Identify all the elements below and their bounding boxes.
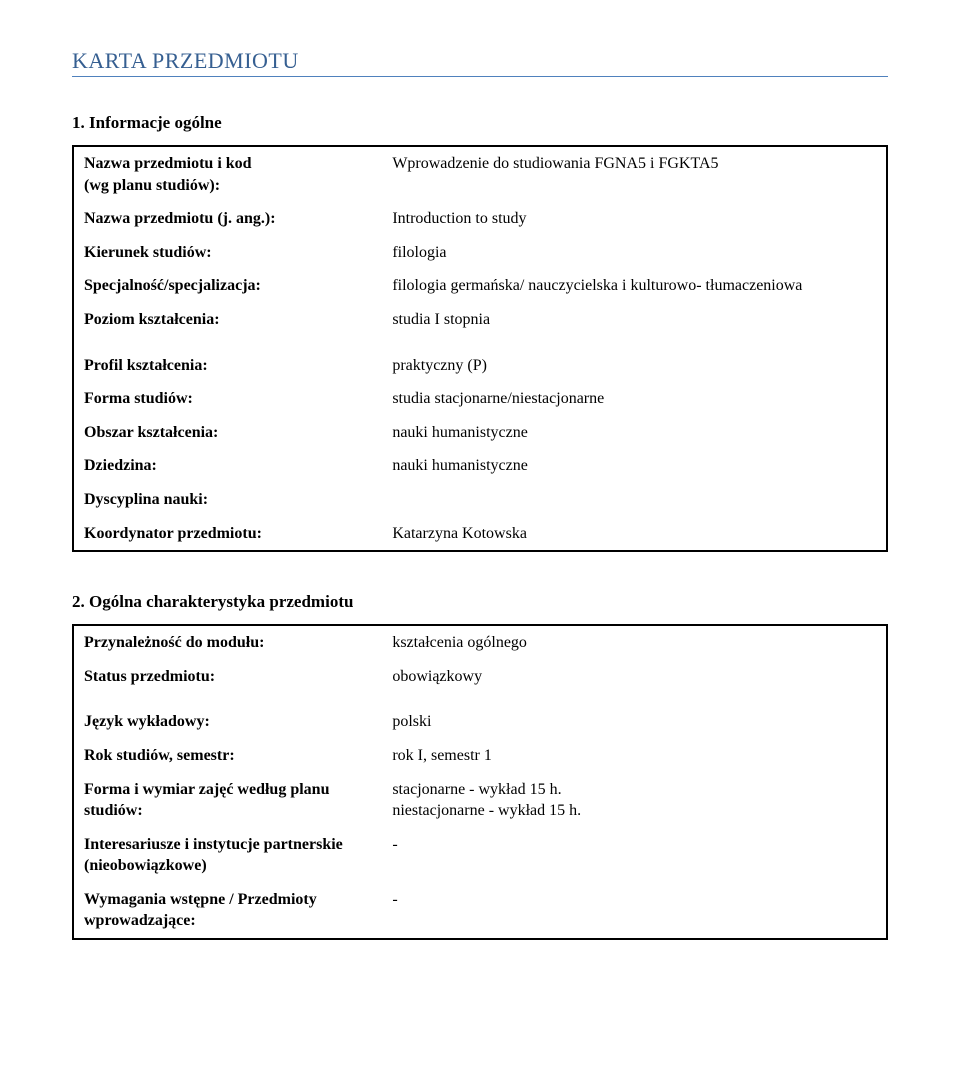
table-row: Forma i wymiar zajęć według planu studió… bbox=[73, 773, 887, 828]
row-value: obowiązkowy bbox=[382, 660, 887, 694]
table-row: Obszar kształcenia: nauki humanistyczne bbox=[73, 416, 887, 450]
row-label: Forma i wymiar zajęć według planu studió… bbox=[73, 773, 382, 828]
table-row: Nazwa przedmiotu (j. ang.): Introduction… bbox=[73, 202, 887, 236]
row-label: Nazwa przedmiotu (j. ang.): bbox=[73, 202, 382, 236]
row-value: studia I stopnia bbox=[382, 303, 887, 337]
row-label: Profil kształcenia: bbox=[73, 349, 382, 383]
table-row: Język wykładowy: polski bbox=[73, 705, 887, 739]
table-row: Dziedzina: nauki humanistyczne bbox=[73, 449, 887, 483]
row-value: Katarzyna Kotowska bbox=[382, 517, 887, 552]
row-label: Wymagania wstępne / Przedmioty wprowadza… bbox=[73, 883, 382, 939]
row-value: praktyczny (P) bbox=[382, 349, 887, 383]
table-row: Przynależność do modułu: kształcenia ogó… bbox=[73, 625, 887, 660]
table-row: Forma studiów: studia stacjonarne/niesta… bbox=[73, 382, 887, 416]
row-label: Status przedmiotu: bbox=[73, 660, 382, 694]
row-label: Specjalność/specjalizacja: bbox=[73, 269, 382, 303]
row-value: stacjonarne - wykład 15 h. niestacjonarn… bbox=[382, 773, 887, 828]
row-value: studia stacjonarne/niestacjonarne bbox=[382, 382, 887, 416]
row-value: kształcenia ogólnego bbox=[382, 625, 887, 660]
page-title: KARTA PRZEDMIOTU bbox=[72, 48, 888, 77]
row-label: Nazwa przedmiotu i kod (wg planu studiów… bbox=[73, 146, 382, 202]
row-value: Wprowadzenie do studiowania FGNA5 i FGKT… bbox=[382, 146, 887, 202]
row-value: - bbox=[382, 883, 887, 939]
row-label: Poziom kształcenia: bbox=[73, 303, 382, 337]
table-row: Profil kształcenia: praktyczny (P) bbox=[73, 349, 887, 383]
section1-heading: 1. Informacje ogólne bbox=[72, 113, 888, 133]
section1-table: Nazwa przedmiotu i kod (wg planu studiów… bbox=[72, 145, 888, 552]
row-label: Język wykładowy: bbox=[73, 705, 382, 739]
row-label: Obszar kształcenia: bbox=[73, 416, 382, 450]
row-value: filologia germańska/ nauczycielska i kul… bbox=[382, 269, 887, 303]
row-value: nauki humanistyczne bbox=[382, 449, 887, 483]
table-row: Kierunek studiów: filologia bbox=[73, 236, 887, 270]
row-value: polski bbox=[382, 705, 887, 739]
row-label: Dziedzina: bbox=[73, 449, 382, 483]
row-label: Interesariusze i instytucje partnerskie … bbox=[73, 828, 382, 883]
row-label: Rok studiów, semestr: bbox=[73, 739, 382, 773]
row-value: rok I, semestr 1 bbox=[382, 739, 887, 773]
row-label: Przynależność do modułu: bbox=[73, 625, 382, 660]
table-row: Rok studiów, semestr: rok I, semestr 1 bbox=[73, 739, 887, 773]
table-row: Wymagania wstępne / Przedmioty wprowadza… bbox=[73, 883, 887, 939]
table-row: Dyscyplina nauki: bbox=[73, 483, 887, 517]
row-label: Dyscyplina nauki: bbox=[73, 483, 382, 517]
table-row: Interesariusze i instytucje partnerskie … bbox=[73, 828, 887, 883]
table-row: Poziom kształcenia: studia I stopnia bbox=[73, 303, 887, 337]
row-value: - bbox=[382, 828, 887, 883]
table-row: Status przedmiotu: obowiązkowy bbox=[73, 660, 887, 694]
row-label: Kierunek studiów: bbox=[73, 236, 382, 270]
row-value bbox=[382, 483, 887, 517]
row-value: nauki humanistyczne bbox=[382, 416, 887, 450]
section2-heading: 2. Ogólna charakterystyka przedmiotu bbox=[72, 592, 888, 612]
row-value: filologia bbox=[382, 236, 887, 270]
row-label: Forma studiów: bbox=[73, 382, 382, 416]
section2-table: Przynależność do modułu: kształcenia ogó… bbox=[72, 624, 888, 940]
row-label: Koordynator przedmiotu: bbox=[73, 517, 382, 552]
table-row: Specjalność/specjalizacja: filologia ger… bbox=[73, 269, 887, 303]
table-row: Nazwa przedmiotu i kod (wg planu studiów… bbox=[73, 146, 887, 202]
table-row: Koordynator przedmiotu: Katarzyna Kotows… bbox=[73, 517, 887, 552]
row-value: Introduction to study bbox=[382, 202, 887, 236]
